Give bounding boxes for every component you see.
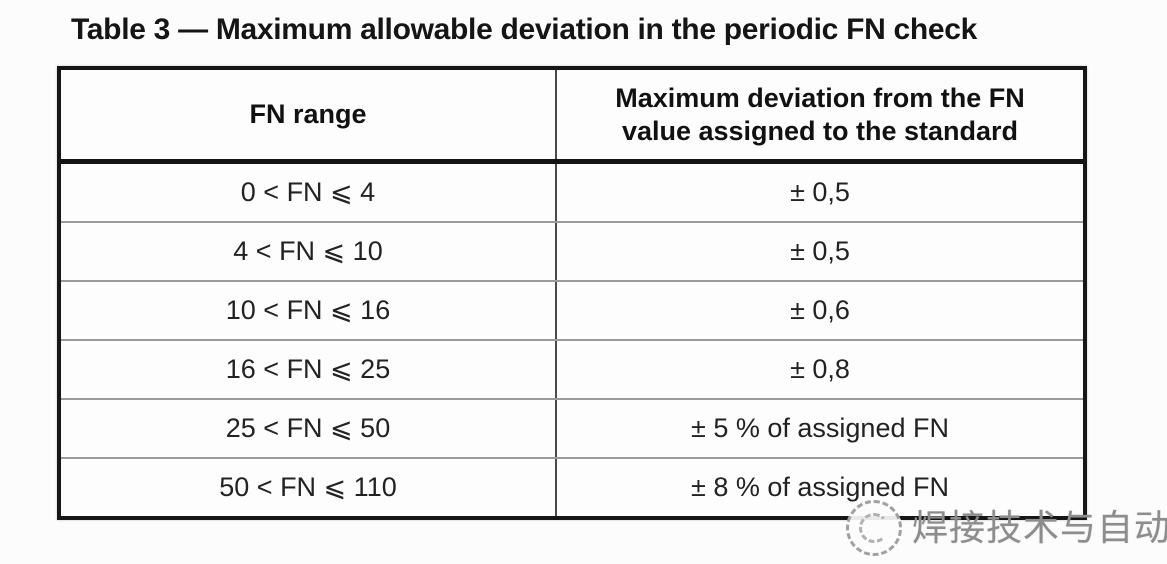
table-row: 0 < FN ⩽ 4 ± 0,5 [61,164,1083,221]
range-cell: 25 < FN ⩽ 50 [61,400,557,457]
header-cell-fn-range: FN range [61,70,557,159]
table-row: 25 < FN ⩽ 50 ± 5 % of assigned FN [61,398,1083,457]
range-value: 4 < FN ⩽ 10 [233,236,383,267]
deviation-cell: ± 0,6 [557,282,1083,339]
range-cell: 4 < FN ⩽ 10 [61,223,557,280]
table-row: 10 < FN ⩽ 16 ± 0,6 [61,280,1083,339]
deviation-cell: ± 0,8 [557,341,1083,398]
header-cell-max-deviation: Maximum deviation from the FN value assi… [557,70,1083,159]
range-value: 0 < FN ⩽ 4 [240,177,376,208]
deviation-cell: ± 8 % of assigned FN [557,459,1083,516]
header-deviation-line2: value assigned to the standard [621,115,1019,146]
deviation-cell: ± 0,5 [557,223,1083,280]
range-value: 10 < FN ⩽ 16 [225,295,391,326]
header-fn-range-label: FN range [249,99,367,130]
deviation-value: ± 0,5 [790,236,850,267]
range-value: 16 < FN ⩽ 25 [225,354,391,385]
deviation-value: ± 5 % of assigned FN [691,413,949,444]
table-row: 4 < FN ⩽ 10 ± 0,5 [61,221,1083,280]
deviation-cell: ± 5 % of assigned FN [557,400,1083,457]
deviation-value: ± 0,5 [790,177,850,208]
watermark: 焊接技术与自动化 [846,500,1167,556]
range-cell: 0 < FN ⩽ 4 [61,164,557,221]
logo-inner-swirl [859,513,889,543]
table-row: 50 < FN ⩽ 110 ± 8 % of assigned FN [61,457,1083,516]
range-cell: 50 < FN ⩽ 110 [61,459,557,516]
header-deviation-line1: Maximum deviation from the FN [615,82,1025,113]
table-caption: Table 3 — Maximum allowable deviation in… [71,13,978,46]
table-header-row: FN range Maximum deviation from the FN v… [61,70,1083,164]
range-value: 50 < FN ⩽ 110 [219,472,397,503]
fn-deviation-table: FN range Maximum deviation from the FN v… [57,66,1087,520]
range-cell: 10 < FN ⩽ 16 [61,282,557,339]
dashed-circle-logo-icon [846,500,902,556]
range-cell: 16 < FN ⩽ 25 [61,341,557,398]
deviation-value: ± 8 % of assigned FN [691,472,949,503]
deviation-value: ± 0,6 [790,295,850,326]
deviation-cell: ± 0,5 [557,164,1083,221]
table-row: 16 < FN ⩽ 25 ± 0,8 [61,339,1083,398]
deviation-value: ± 0,8 [790,354,850,385]
watermark-text: 焊接技术与自动化 [912,507,1167,549]
range-value: 25 < FN ⩽ 50 [225,413,391,444]
